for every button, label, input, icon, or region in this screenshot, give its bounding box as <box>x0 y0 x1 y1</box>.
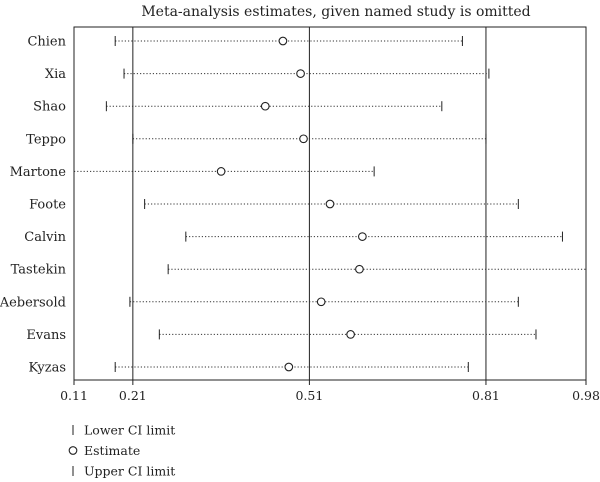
study-row: Shao <box>33 100 443 115</box>
study-row: Teppo <box>26 132 487 147</box>
study-row: Evans <box>26 328 537 343</box>
study-row: Foote <box>29 198 519 213</box>
estimate-marker <box>260 101 270 111</box>
legend-item: Lower CI limit <box>72 423 175 438</box>
estimate-marker <box>216 167 226 176</box>
study-label: Aebersold <box>0 295 66 310</box>
legend-item: Estimate <box>68 443 140 458</box>
estimate-marker <box>299 134 308 144</box>
study-label: Calvin <box>24 230 66 245</box>
study-row: Martone <box>10 165 375 180</box>
legend: Lower CI limit Estimate Upper CI limit <box>68 423 175 479</box>
x-tick-label: 0.21 <box>119 388 147 403</box>
estimate-marker <box>325 199 335 209</box>
x-tick-label: 0.98 <box>572 388 600 403</box>
study-label: Tastekin <box>11 263 67 278</box>
study-label: Foote <box>29 198 66 213</box>
x-axis-ticks: 0.11 0.21 0.51 0.81 0.98 <box>60 380 600 403</box>
chart-title: Meta-analysis estimates, given named stu… <box>141 4 530 20</box>
legend-item: Upper CI limit <box>72 464 175 479</box>
study-label: Evans <box>26 328 66 343</box>
estimate-marker <box>278 36 288 46</box>
study-label: Martone <box>10 165 67 180</box>
legend-label: Estimate <box>84 443 140 458</box>
study-label: Xia <box>45 67 66 82</box>
study-row: Calvin <box>24 230 563 245</box>
estimate-marker <box>355 264 364 274</box>
study-row: Chien <box>27 35 463 50</box>
plot-frame <box>73 26 587 381</box>
study-row: Tastekin <box>11 263 587 278</box>
estimate-marker <box>296 69 305 78</box>
study-label: Chien <box>27 35 66 50</box>
estimate-marker <box>284 362 294 372</box>
legend-label: Lower CI limit <box>84 423 175 438</box>
study-label: Shao <box>33 100 66 115</box>
legend-circle-symbol <box>68 446 78 455</box>
estimate-marker <box>346 330 355 339</box>
estimate-marker <box>316 297 326 307</box>
study-row: Aebersold <box>0 295 519 310</box>
study-label: Kyzas <box>29 361 67 376</box>
x-tick-label: 0.81 <box>472 388 500 403</box>
estimate-marker <box>358 232 367 241</box>
study-rows: Chien Xia Shao Teppo Martone Foote Calvin Taste… <box>0 35 587 376</box>
x-tick-label: 0.51 <box>295 388 323 403</box>
reference-lines <box>132 27 487 380</box>
legend-label: Upper CI limit <box>84 464 175 479</box>
study-row: Kyzas <box>29 361 469 376</box>
study-label: Teppo <box>26 132 66 147</box>
study-row: Xia <box>45 67 490 82</box>
x-tick-label: 0.11 <box>60 388 88 403</box>
